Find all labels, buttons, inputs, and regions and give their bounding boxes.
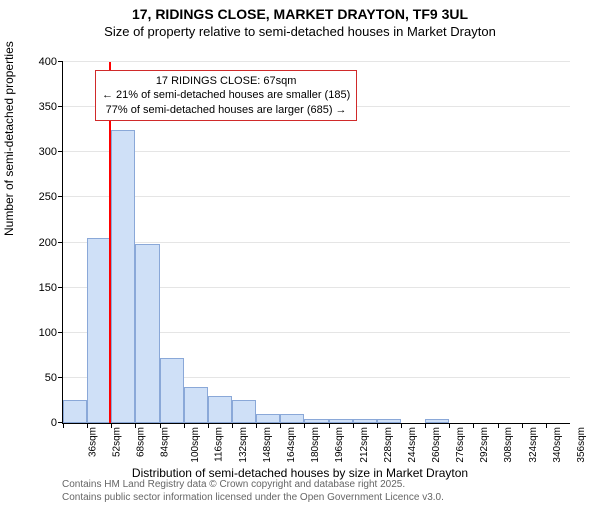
x-tick-label: 212sqm — [359, 427, 370, 463]
gridline — [63, 61, 570, 62]
gridline — [63, 151, 570, 152]
x-tick-mark — [329, 423, 330, 428]
gridline — [63, 196, 570, 197]
chart-title-main: 17, RIDINGS CLOSE, MARKET DRAYTON, TF9 3… — [0, 6, 600, 22]
x-tick-mark — [473, 423, 474, 428]
x-tick-mark — [256, 423, 257, 428]
x-tick-label: 324sqm — [528, 427, 539, 463]
histogram-bar — [256, 414, 280, 423]
x-tick-label: 84sqm — [160, 427, 171, 457]
y-tick-label: 250 — [39, 191, 57, 203]
footnote-line-2: Contains public sector information licen… — [62, 492, 444, 503]
x-tick-label: 308sqm — [504, 427, 515, 463]
y-tick-label: 400 — [39, 56, 57, 68]
x-tick-label: 228sqm — [383, 427, 394, 463]
annotation-box: 17 RIDINGS CLOSE: 67sqm← 21% of semi-det… — [95, 70, 357, 121]
x-tick-label: 340sqm — [552, 427, 563, 463]
x-tick-label: 116sqm — [213, 427, 224, 462]
y-tick-label: 100 — [39, 327, 57, 339]
x-tick-mark — [232, 423, 233, 428]
x-axis-label: Distribution of semi-detached houses by … — [0, 466, 600, 480]
y-tick-label: 50 — [45, 372, 57, 384]
x-tick-mark — [522, 423, 523, 428]
x-tick-mark — [135, 423, 136, 428]
x-tick-label: 196sqm — [335, 427, 346, 463]
x-tick-label: 180sqm — [310, 427, 321, 463]
x-tick-mark — [498, 423, 499, 428]
x-tick-mark — [425, 423, 426, 428]
y-tick-mark — [58, 196, 63, 197]
y-tick-mark — [58, 287, 63, 288]
y-tick-label: 300 — [39, 146, 57, 158]
footnote-line-1: Contains HM Land Registry data © Crown c… — [62, 479, 405, 490]
x-tick-mark — [353, 423, 354, 428]
x-tick-label: 244sqm — [407, 427, 418, 463]
chart-plot-area: 05010015020025030035040036sqm52sqm68sqm8… — [62, 62, 570, 424]
x-tick-mark — [160, 423, 161, 428]
x-tick-label: 100sqm — [190, 427, 201, 463]
y-tick-mark — [58, 332, 63, 333]
x-tick-mark — [111, 423, 112, 428]
x-tick-mark — [401, 423, 402, 428]
histogram-bar — [184, 387, 208, 423]
annotation-line: 17 RIDINGS CLOSE: 67sqm — [102, 74, 350, 88]
x-tick-label: 260sqm — [431, 427, 442, 463]
x-tick-label: 292sqm — [479, 427, 490, 463]
annotation-line: ← 21% of semi-detached houses are smalle… — [102, 88, 350, 102]
histogram-bar — [377, 419, 401, 424]
histogram-bar — [63, 400, 87, 423]
histogram-bar — [111, 130, 135, 423]
x-tick-label: 132sqm — [238, 427, 249, 463]
x-tick-mark — [377, 423, 378, 428]
x-tick-mark — [184, 423, 185, 428]
gridline — [63, 242, 570, 243]
y-tick-mark — [58, 61, 63, 62]
x-tick-mark — [280, 423, 281, 428]
x-tick-mark — [304, 423, 305, 428]
chart-footnote: Contains HM Land Registry data © Crown c… — [62, 479, 444, 504]
x-tick-label: 356sqm — [576, 427, 587, 463]
x-tick-mark — [449, 423, 450, 428]
x-tick-mark — [546, 423, 547, 428]
histogram-bar — [160, 358, 184, 423]
x-tick-label: 276sqm — [455, 427, 466, 463]
histogram-bar — [87, 238, 111, 423]
y-tick-label: 200 — [39, 237, 57, 249]
x-tick-label: 164sqm — [286, 427, 297, 463]
x-tick-label: 52sqm — [112, 427, 123, 457]
x-tick-mark — [87, 423, 88, 428]
y-tick-label: 150 — [39, 282, 57, 294]
x-tick-label: 148sqm — [262, 427, 273, 463]
histogram-bar — [232, 400, 256, 423]
y-axis-label: Number of semi-detached properties — [2, 41, 16, 236]
y-tick-mark — [58, 151, 63, 152]
histogram-bar — [280, 414, 304, 423]
annotation-line: 77% of semi-detached houses are larger (… — [102, 103, 350, 117]
x-tick-mark — [63, 423, 64, 428]
histogram-bar — [304, 419, 328, 424]
y-tick-mark — [58, 106, 63, 107]
y-tick-mark — [58, 242, 63, 243]
x-tick-label: 36sqm — [88, 427, 99, 457]
histogram-bar — [353, 419, 377, 424]
x-tick-label: 68sqm — [136, 427, 147, 457]
histogram-bar — [135, 244, 159, 423]
y-tick-label: 350 — [39, 101, 57, 113]
x-tick-mark — [208, 423, 209, 428]
histogram-bar — [208, 396, 232, 423]
histogram-bar — [425, 419, 449, 424]
histogram-bar — [329, 419, 353, 424]
y-tick-label: 0 — [51, 417, 57, 429]
y-tick-mark — [58, 377, 63, 378]
chart-title-sub: Size of property relative to semi-detach… — [0, 24, 600, 39]
